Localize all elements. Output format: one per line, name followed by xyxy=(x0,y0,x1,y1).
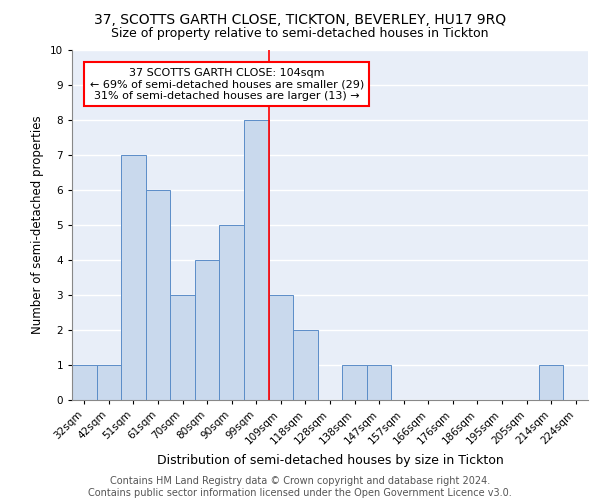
Text: 37 SCOTTS GARTH CLOSE: 104sqm
← 69% of semi-detached houses are smaller (29)
31%: 37 SCOTTS GARTH CLOSE: 104sqm ← 69% of s… xyxy=(89,68,364,100)
Y-axis label: Number of semi-detached properties: Number of semi-detached properties xyxy=(31,116,44,334)
X-axis label: Distribution of semi-detached houses by size in Tickton: Distribution of semi-detached houses by … xyxy=(157,454,503,467)
Bar xyxy=(269,295,293,400)
Bar xyxy=(195,260,220,400)
Bar xyxy=(244,120,269,400)
Bar xyxy=(293,330,318,400)
Bar xyxy=(97,365,121,400)
Text: 37, SCOTTS GARTH CLOSE, TICKTON, BEVERLEY, HU17 9RQ: 37, SCOTTS GARTH CLOSE, TICKTON, BEVERLE… xyxy=(94,12,506,26)
Bar xyxy=(220,225,244,400)
Bar xyxy=(367,365,391,400)
Bar xyxy=(170,295,195,400)
Bar xyxy=(72,365,97,400)
Bar xyxy=(121,155,146,400)
Text: Size of property relative to semi-detached houses in Tickton: Size of property relative to semi-detach… xyxy=(111,28,489,40)
Bar xyxy=(146,190,170,400)
Bar xyxy=(342,365,367,400)
Bar xyxy=(539,365,563,400)
Text: Contains HM Land Registry data © Crown copyright and database right 2024.
Contai: Contains HM Land Registry data © Crown c… xyxy=(88,476,512,498)
